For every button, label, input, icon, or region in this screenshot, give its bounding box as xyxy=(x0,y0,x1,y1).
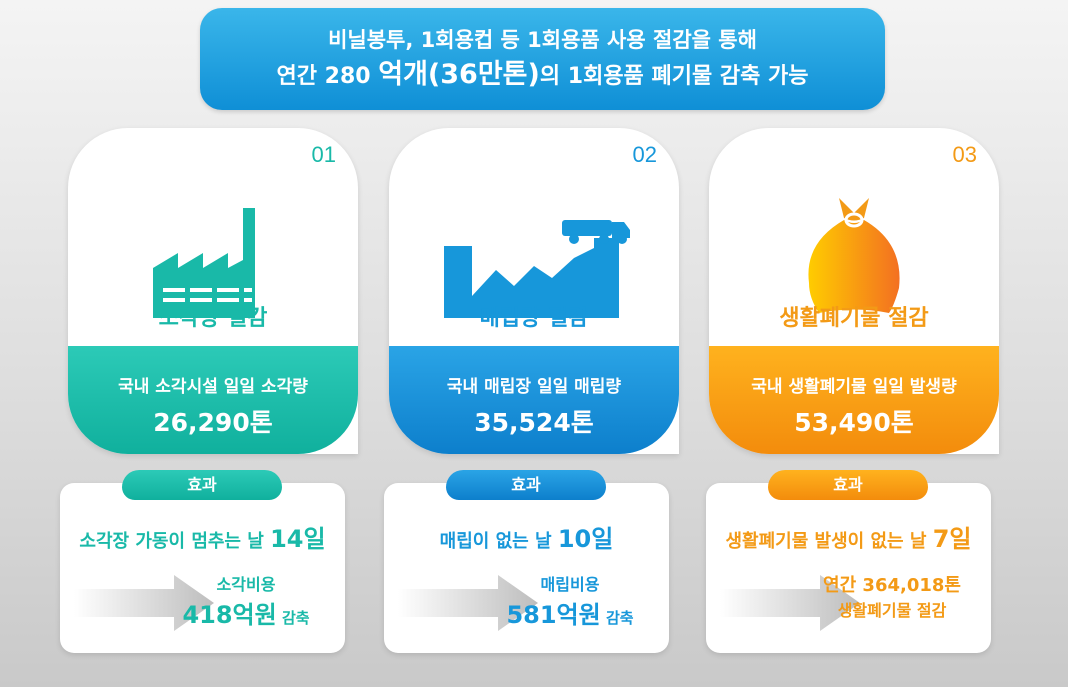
effect-sub-suffix: 감축 xyxy=(276,609,310,627)
effect-box-incineration: 소각장 가동이 멈추는 날 14일 소각비용 418억원 감축 xyxy=(60,483,345,653)
effect-sub-label: 매립비용 xyxy=(540,575,600,594)
effect-sub-suffix: 생활폐기물 절감 xyxy=(837,601,947,620)
effect-tab-landfill: 효과 xyxy=(446,470,606,500)
effect-main-text: 매립이 없는 날 xyxy=(439,531,558,552)
stat-description: 국내 생활폐기물 일일 발생량 xyxy=(751,377,957,397)
stat-value: 35,524톤 xyxy=(474,408,594,437)
effect-sub: 매립비용 581억원 감축 xyxy=(485,571,655,630)
headline-line-2-prefix: 연간 280 xyxy=(276,64,379,89)
effect-sub-value: 581억원 xyxy=(506,601,601,629)
card-number: 03 xyxy=(952,142,977,167)
stat-description: 국내 소각시설 일일 소각량 xyxy=(118,377,308,397)
effect-main-text: 소각장 가동이 멈추는 날 xyxy=(79,531,271,552)
effect-tab-household-waste: 효과 xyxy=(768,470,928,500)
arrow-right-icon xyxy=(720,575,860,631)
effect-sub-suffix: 감축 xyxy=(600,609,634,627)
stat-description: 국내 매립장 일일 매립량 xyxy=(446,377,622,397)
card-title: 생활폐기물 절감 xyxy=(779,306,929,331)
arrow-right-icon xyxy=(398,575,538,631)
effect-tab-incineration: 효과 xyxy=(122,470,282,500)
card-stat: 국내 소각시설 일일 소각량 26,290톤 xyxy=(68,346,358,454)
card-number: 02 xyxy=(632,142,657,167)
headline-line-2-suffix: 의 1회용품 폐기물 감축 가능 xyxy=(539,64,809,89)
effect-tab-label: 효과 xyxy=(833,475,863,494)
arrow-right-icon xyxy=(74,575,214,631)
headline-line-1: 비닐봉투, 1회용컵 등 1회용품 사용 절감을 통해 xyxy=(328,28,757,52)
stat-value: 53,490톤 xyxy=(794,408,914,437)
card-stat: 국내 생활폐기물 일일 발생량 53,490톤 xyxy=(709,346,999,454)
effect-tab-label: 효과 xyxy=(511,475,541,494)
headline-line-2: 연간 280 억개(36만톤)의 1회용품 폐기물 감축 가능 xyxy=(200,57,885,95)
effect-sub-label: 소각비용 xyxy=(216,575,276,594)
factory-icon xyxy=(68,168,358,318)
effect-days: 14일 xyxy=(270,525,326,553)
garbage-bag-icon xyxy=(709,168,999,318)
card-household-waste: 03 생활폐기물 절감 국내 생활폐기물 일일 발생량 53,490톤 xyxy=(709,128,999,454)
card-title: 매립량 절감 xyxy=(479,306,589,331)
effect-days: 7일 xyxy=(932,525,972,553)
card-landfill: 02 매립량 절감 국내 매립장 일일 매립량 35,524톤 xyxy=(389,128,679,454)
card-number: 01 xyxy=(311,142,336,167)
effect-sub: 연간 364,018톤 생활폐기물 절감 xyxy=(807,571,977,621)
stat-value: 26,290톤 xyxy=(153,408,273,437)
effect-sub: 소각비용 418억원 감축 xyxy=(161,571,331,630)
effect-main: 매립이 없는 날 10일 xyxy=(384,519,669,554)
effect-sub-value: 418억원 xyxy=(182,601,277,629)
effect-sub-label: 연간 364,018톤 xyxy=(823,575,961,596)
headline-banner: 비닐봉투, 1회용컵 등 1회용품 사용 절감을 통해 연간 280 억개(36… xyxy=(200,8,885,110)
effect-box-landfill: 매립이 없는 날 10일 매립비용 581억원 감축 xyxy=(384,483,669,653)
effect-main: 생활폐기물 발생이 없는 날 7일 xyxy=(706,519,991,554)
card-stat: 국내 매립장 일일 매립량 35,524톤 xyxy=(389,346,679,454)
effect-tab-label: 효과 xyxy=(187,475,217,494)
card-incineration: 01 소각량 절감 국내 소각시설 일일 소각량 26,290톤 xyxy=(68,128,358,454)
effect-main-text: 생활폐기물 발생이 없는 날 xyxy=(725,531,933,552)
headline-highlight: 억개(36만톤) xyxy=(378,59,540,90)
effect-box-household-waste: 생활폐기물 발생이 없는 날 7일 연간 364,018톤 생활폐기물 절감 xyxy=(706,483,991,653)
effect-days: 10일 xyxy=(557,525,614,553)
effect-main: 소각장 가동이 멈추는 날 14일 xyxy=(60,519,345,554)
landfill-truck-icon xyxy=(389,168,679,318)
card-title: 소각량 절감 xyxy=(158,306,268,331)
